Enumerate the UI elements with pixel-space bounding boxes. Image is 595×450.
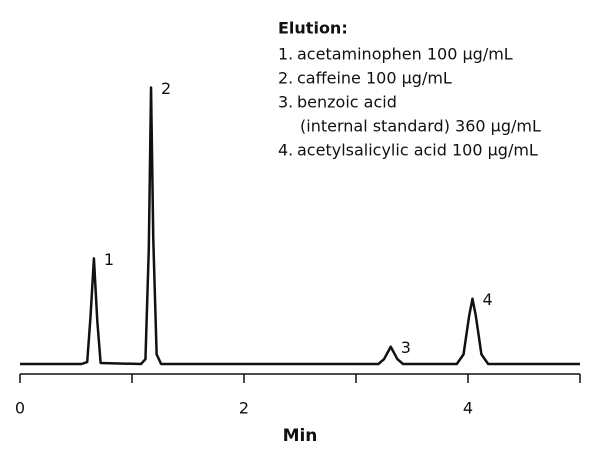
peak-label: 1 [104, 250, 114, 269]
trace [20, 86, 580, 366]
peak-label: 2 [161, 79, 171, 98]
x-axis-label: Min [283, 426, 318, 446]
legend-text: benzoic acid [297, 93, 397, 112]
x-tick-label: 2 [239, 399, 249, 418]
legend-text: (internal standard) 360 µg/mL [300, 117, 541, 136]
x-tick-label: 0 [15, 399, 25, 418]
peak-label: 4 [482, 290, 492, 309]
legend-text: acetaminophen 100 µg/mL [297, 45, 513, 64]
peak-label: 3 [401, 338, 411, 357]
legend-number: 2. [278, 69, 293, 88]
legend-number: 4. [278, 141, 293, 160]
legend-number: 1. [278, 45, 293, 64]
legend-number: 3. [278, 93, 293, 112]
x-tick-label: 4 [463, 399, 473, 418]
legend-text: acetylsalicylic acid 100 µg/mL [297, 141, 538, 160]
legend-text: caffeine 100 µg/mL [297, 69, 452, 88]
legend-title: Elution: [278, 19, 348, 38]
